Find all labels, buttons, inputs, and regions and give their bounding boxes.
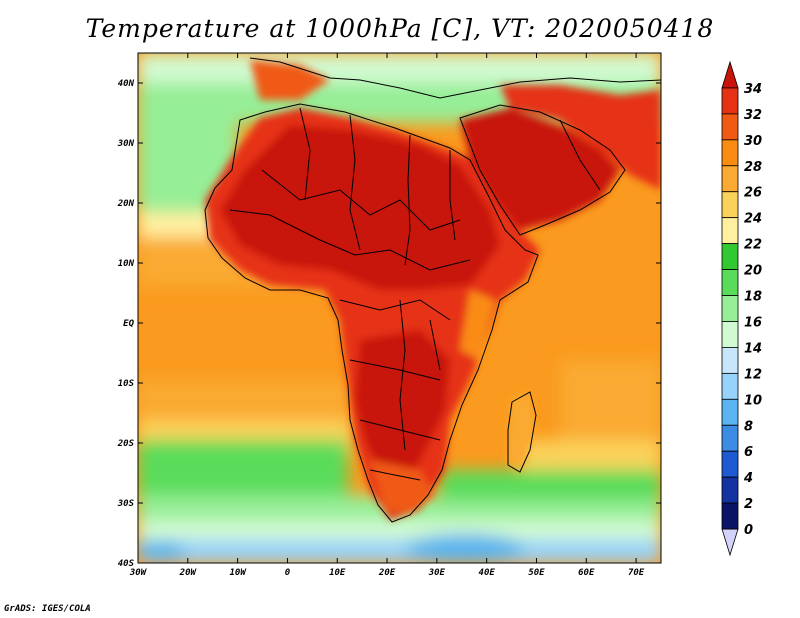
footer-credit: GrADS: IGES/COLA xyxy=(4,604,91,614)
y-tick-label: 30S xyxy=(117,499,135,509)
colorbar-label: 0 xyxy=(744,523,753,538)
colorbar-swatch xyxy=(721,243,739,270)
colorbar-label: 18 xyxy=(744,290,762,305)
x-tick-label: 30W xyxy=(129,568,148,578)
colorbar-swatch xyxy=(721,321,739,348)
x-tick-label: 70E xyxy=(628,568,645,578)
x-tick-label: 30E xyxy=(428,568,446,578)
colorbar-swatch xyxy=(721,502,739,530)
y-tick-label: 20S xyxy=(117,439,135,449)
colorbar-swatch xyxy=(721,113,739,141)
y-tick-label: 40S xyxy=(118,559,135,569)
colorbar-label: 16 xyxy=(744,315,762,330)
colorbar-swatch xyxy=(721,398,739,426)
y-tick-label: 10S xyxy=(118,379,135,389)
colorbar-swatch xyxy=(721,450,739,478)
colorbar-label: 24 xyxy=(744,212,762,227)
colorbar-label: 14 xyxy=(744,341,762,356)
map-title: Temperature at 1000hPa [C], VT: 20200504… xyxy=(85,14,715,43)
y-tick-label: 20N xyxy=(117,199,135,209)
y-axis: 40N 30N 20N 10N EQ 10S 20S 30S 40S xyxy=(117,79,661,569)
map-frame xyxy=(137,52,662,564)
colorbar-label: 30 xyxy=(744,134,762,149)
coastlines xyxy=(204,57,661,523)
colorbar-label: 4 xyxy=(743,471,753,486)
colorbar-swatch xyxy=(721,372,739,400)
colorbar-swatch xyxy=(721,87,739,115)
colorbar-label: 10 xyxy=(744,393,762,408)
colorbar-label: 28 xyxy=(744,160,762,175)
colorbar-label: 32 xyxy=(744,108,762,123)
x-tick-label: 10W xyxy=(229,568,247,578)
colorbar-label: 34 xyxy=(744,82,762,97)
colorbar-swatch xyxy=(721,165,739,193)
colorbar-label: 6 xyxy=(744,445,753,460)
colorbar-label: 26 xyxy=(744,186,762,201)
y-tick-label: 10N xyxy=(118,259,135,269)
colorbar-label: 12 xyxy=(744,367,762,382)
y-tick-label: 40N xyxy=(118,79,135,89)
colorbar-swatch xyxy=(721,528,739,557)
colorbar-swatch xyxy=(721,191,739,219)
colorbar-swatch xyxy=(721,347,739,374)
colorbar-label: 22 xyxy=(744,238,762,253)
colorbar-swatch xyxy=(721,476,739,504)
colorbar-label: 2 xyxy=(744,497,753,512)
x-tick-label: 0 xyxy=(285,568,291,578)
x-tick-label: 60E xyxy=(578,568,595,578)
x-tick-label: 50E xyxy=(528,568,545,578)
colorbar-swatch xyxy=(721,60,739,89)
y-tick-label: EQ xyxy=(123,319,134,329)
x-tick-label: 20E xyxy=(378,568,396,578)
x-tick-label: 10E xyxy=(329,568,346,578)
colorbar-swatch xyxy=(721,139,739,167)
temperature-field xyxy=(138,53,661,563)
y-tick-label: 30N xyxy=(117,139,135,149)
x-tick-label: 20W xyxy=(179,568,198,578)
colorbar-label: 20 xyxy=(744,264,762,279)
colorbar-swatch xyxy=(721,217,739,245)
colorbar-label: 8 xyxy=(744,419,753,434)
colorbar-swatch xyxy=(721,269,739,296)
x-axis: 30W 20W 10W 0 10E 20E 30E 40E 50E 60E 70E xyxy=(129,53,645,578)
colorbar-swatch xyxy=(721,295,739,322)
x-tick-label: 40E xyxy=(479,568,496,578)
colorbar-swatch xyxy=(721,424,739,452)
